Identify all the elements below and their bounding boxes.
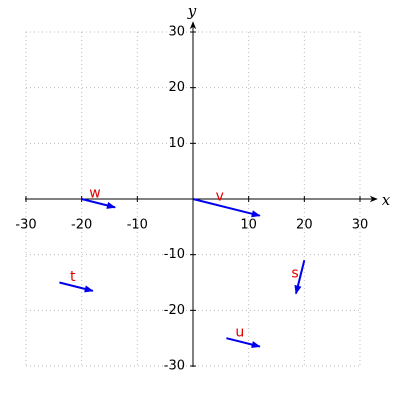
vector-label: t xyxy=(70,269,76,285)
x-axis-label: x xyxy=(382,191,391,209)
y-axis-label: y xyxy=(187,2,197,20)
y-tick-label: -10 xyxy=(164,247,185,262)
y-tick-label: -20 xyxy=(164,303,185,318)
x-tick-label: 10 xyxy=(240,218,257,233)
y-tick-label: 20 xyxy=(168,80,185,95)
x-tick-label: 30 xyxy=(352,218,369,233)
vector xyxy=(294,259,306,295)
vector xyxy=(192,198,261,218)
vector-label: v xyxy=(216,189,224,205)
vector xyxy=(226,337,261,349)
vector-label: u xyxy=(235,325,244,341)
x-tick-label: 20 xyxy=(296,218,313,233)
x-tick-label: -10 xyxy=(127,218,148,233)
vector-label: w xyxy=(89,185,100,201)
y-tick-label: 30 xyxy=(168,25,185,40)
x-tick-label: -30 xyxy=(15,218,36,233)
x-tick-label: -20 xyxy=(71,218,92,233)
vector xyxy=(81,198,116,209)
vector xyxy=(59,281,94,293)
y-tick-label: -30 xyxy=(164,359,185,374)
vector-label: s xyxy=(291,266,298,282)
y-tick-label: 10 xyxy=(168,136,185,151)
